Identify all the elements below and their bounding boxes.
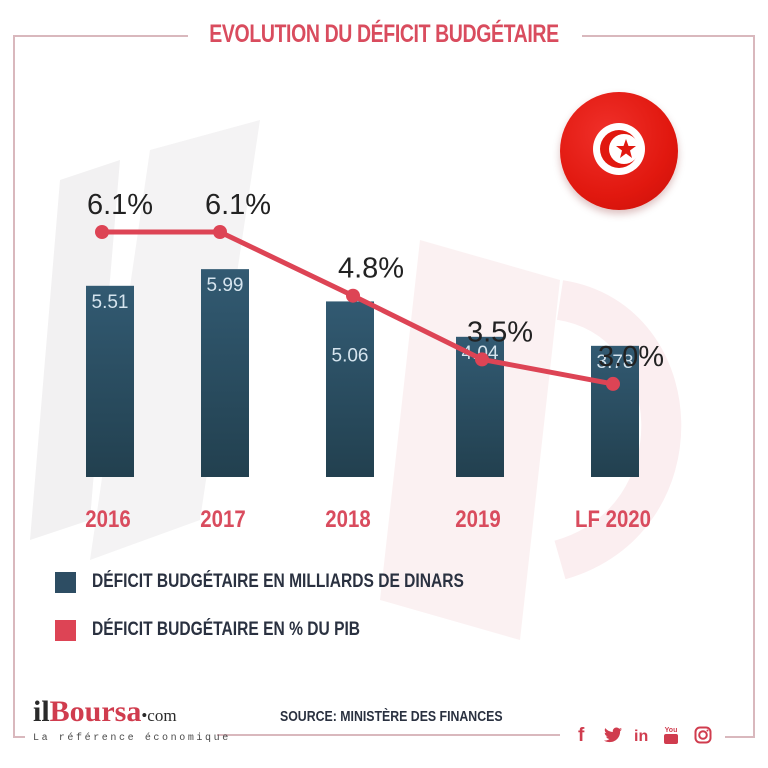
frame-bottom-right [725, 736, 755, 738]
source-text: SOURCE: MINISTÈRE DES FINANCES [280, 709, 503, 725]
frame-top-left [13, 35, 188, 37]
legend-swatch-bars [55, 571, 76, 593]
pct-point [213, 225, 227, 239]
youtube-glyph: You [664, 727, 678, 744]
category-label: LF 2020 [575, 505, 651, 532]
logo-com: •com [141, 706, 177, 725]
bar-value-label: 5.51 [92, 292, 129, 313]
legend-item-line: DÉFICIT BUDGÉTAIRE EN % DU PIB [55, 618, 419, 642]
pct-value-label: 4.8% [338, 253, 404, 285]
bar-value-label: 3.78 [597, 352, 634, 373]
bar-2018 [326, 301, 374, 477]
svg-text:You: You [665, 727, 678, 734]
twitter-icon[interactable] [604, 727, 622, 748]
twitter-bird-glyph [604, 727, 622, 743]
frame-right [753, 35, 755, 738]
pct-value-label: 3.0% [598, 341, 664, 373]
bar-value-label: 5.99 [207, 275, 244, 296]
frame-bottom-middle [217, 734, 560, 736]
frame-left [13, 35, 15, 737]
logo-il: il [33, 695, 50, 728]
youtube-icon[interactable]: You [664, 725, 678, 750]
legend-label-bars: DÉFICIT BUDGÉTAIRE EN MILLIARDS DE DINAR… [92, 571, 464, 592]
ilboursa-logo[interactable]: ilBoursa•com La référence économique [33, 695, 231, 745]
linkedin-icon[interactable]: in [634, 728, 649, 745]
legend-label-line: DÉFICIT BUDGÉTAIRE EN % DU PIB [92, 619, 361, 640]
pct-point [95, 225, 109, 239]
facebook-icon[interactable]: f [578, 725, 585, 746]
pct-value-label: 3.5% [467, 316, 533, 348]
instagram-icon[interactable] [694, 726, 712, 749]
logo-tagline: La référence économique [33, 733, 231, 744]
flag-emblem [593, 123, 645, 175]
category-label: 2017 [200, 505, 245, 532]
pct-point [346, 288, 360, 303]
pct-value-label: 6.1% [205, 189, 271, 221]
pct-point [475, 352, 489, 367]
chart-title: EVOLUTION DU DÉFICIT BUDGÉTAIRE [209, 20, 559, 48]
bar-lf-2020 [591, 345, 639, 477]
category-label: 2019 [455, 505, 500, 532]
instagram-glyph [694, 726, 712, 744]
frame-bottom-left [13, 736, 25, 738]
logo-boursa: Boursa [49, 695, 142, 728]
legend-item-bars: DÉFICIT BUDGÉTAIRE EN MILLIARDS DE DINAR… [55, 570, 546, 594]
tunisia-flag-icon [560, 92, 678, 210]
category-label: 2016 [85, 505, 130, 532]
bar-value-label: 5.06 [332, 345, 369, 366]
frame-top-right [582, 35, 755, 37]
bar-2017 [201, 269, 249, 477]
pct-point [606, 376, 620, 391]
legend-swatch-line [55, 619, 76, 641]
pct-value-label: 6.1% [87, 189, 153, 221]
category-label: 2018 [325, 505, 370, 532]
bar-2016 [86, 285, 134, 477]
